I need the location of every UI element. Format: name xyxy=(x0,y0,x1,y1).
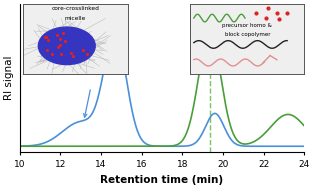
Y-axis label: RI signal: RI signal xyxy=(4,56,14,100)
X-axis label: Retention time (min): Retention time (min) xyxy=(100,175,224,185)
